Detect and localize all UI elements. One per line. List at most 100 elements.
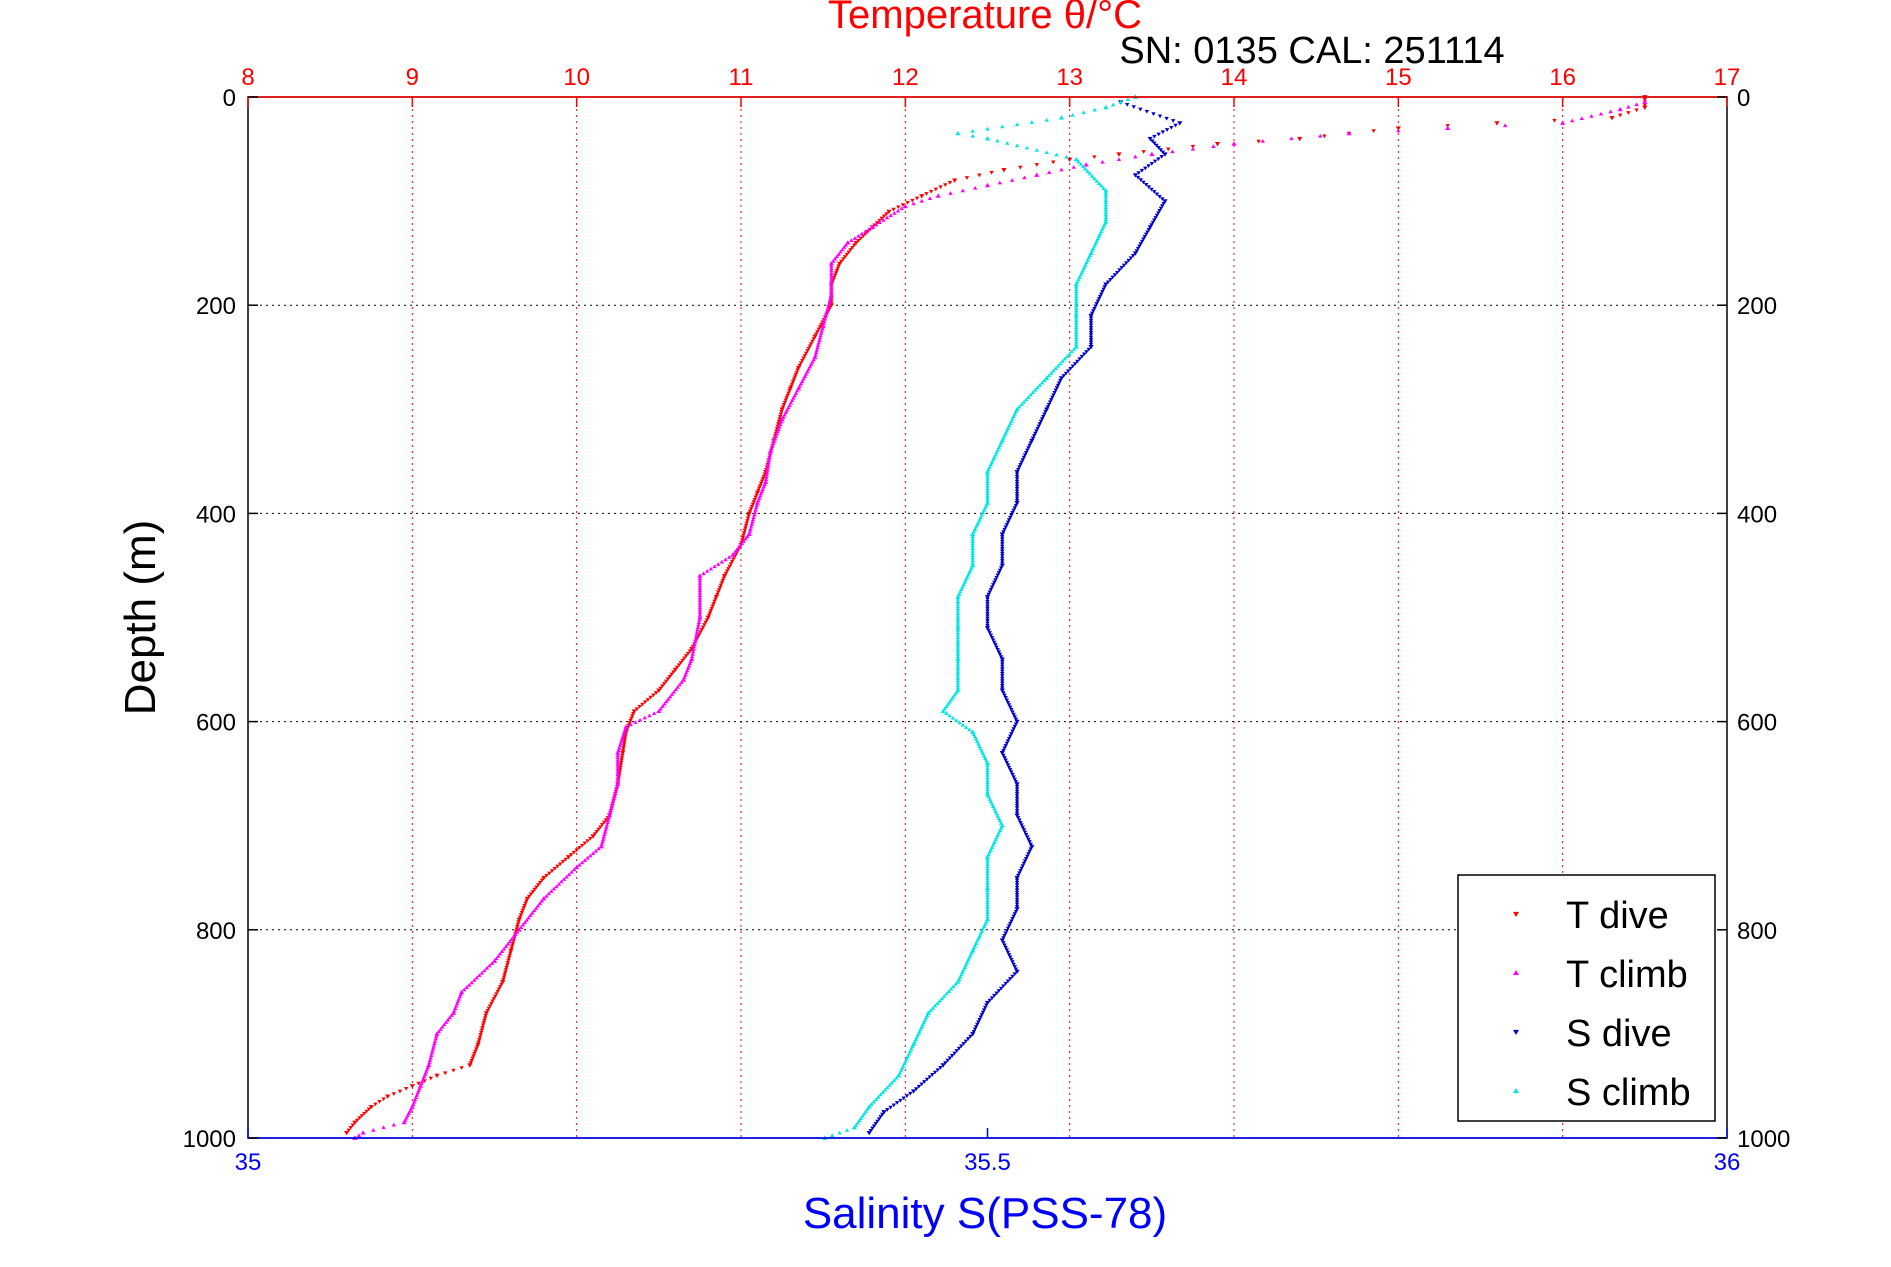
interpolated-point: [1039, 380, 1045, 385]
data-point: [360, 1130, 366, 1135]
legend-label-t-dive: T dive: [1566, 895, 1669, 937]
interpolated-point: [1000, 686, 1005, 691]
data-point: [1073, 156, 1079, 162]
interpolated-point: [509, 944, 515, 949]
interpolated-point: [880, 1090, 886, 1094]
interpolated-point: [651, 693, 656, 698]
interpolated-point: [1088, 328, 1094, 333]
interpolated-point: [1074, 325, 1079, 330]
interpolated-point: [955, 654, 961, 659]
interpolated-point: [814, 350, 819, 354]
data-point: [1132, 251, 1138, 256]
interpolated-point: [1004, 523, 1010, 527]
interpolated-point: [954, 718, 959, 722]
interpolated-point: [1318, 133, 1323, 138]
interpolated-point: [829, 285, 834, 290]
interpolated-point: [1049, 398, 1054, 402]
interpolated-point: [497, 985, 503, 989]
interpolated-point: [582, 841, 588, 846]
interpolated-point: [985, 869, 990, 873]
interpolated-point: [985, 604, 990, 609]
interpolated-point: [1017, 818, 1022, 823]
interpolated-point: [955, 601, 961, 606]
interpolated-point: [836, 264, 841, 269]
interpolated-point: [1133, 154, 1138, 159]
interpolated-point: [1139, 239, 1145, 244]
interpolated-point: [515, 930, 520, 934]
interpolated-point: [1036, 424, 1041, 429]
interpolated-point: [622, 737, 628, 742]
interpolated-point: [615, 753, 620, 757]
interpolated-point: [1322, 134, 1327, 139]
interpolated-point: [534, 905, 539, 910]
interpolated-point: [829, 273, 834, 278]
interpolated-point: [1060, 359, 1065, 363]
interpolated-point: [825, 307, 830, 311]
interpolated-point: [955, 637, 961, 642]
interpolated-point: [985, 621, 990, 626]
interpolated-point: [1088, 316, 1094, 321]
interpolated-point: [1014, 489, 1020, 494]
interpolated-point: [1159, 155, 1164, 159]
interpolated-point: [1074, 337, 1079, 342]
interpolated-point: [985, 619, 990, 623]
interpolated-point: [514, 927, 519, 932]
data-point: [450, 1010, 457, 1015]
interpolated-point: [614, 786, 619, 791]
interpolated-point: [1028, 842, 1033, 847]
data-point: [1103, 188, 1109, 193]
interpolated-point: [1103, 217, 1109, 222]
interpolated-point: [555, 864, 560, 869]
interpolated-point: [789, 384, 794, 389]
interpolated-point: [892, 211, 897, 215]
interpolated-point: [1091, 309, 1096, 314]
interpolated-point: [511, 934, 516, 939]
interpolated-point: [834, 268, 840, 273]
interpolated-point: [759, 479, 765, 484]
interpolated-point: [1028, 441, 1033, 446]
interpolated-point: [806, 346, 811, 351]
interpolated-point: [1074, 311, 1079, 315]
interpolated-point: [853, 1123, 859, 1127]
interpolated-point: [1100, 159, 1105, 164]
interpolated-point: [1190, 144, 1196, 149]
interpolated-point: [928, 1008, 933, 1013]
interpolated-point: [1589, 114, 1594, 118]
interpolated-point: [615, 755, 620, 760]
interpolated-point: [1077, 357, 1082, 362]
interpolated-point: [836, 252, 841, 256]
interpolated-point: [742, 528, 747, 533]
interpolated-point: [1033, 387, 1038, 392]
interpolated-point: [943, 183, 948, 187]
interpolated-point: [1502, 123, 1508, 128]
interpolated-point: [1055, 383, 1061, 388]
interpolated-point: [505, 961, 510, 965]
interpolated-point: [971, 1029, 977, 1034]
interpolated-point: [1103, 205, 1109, 210]
interpolated-point: [588, 853, 593, 858]
interpolated-point: [826, 302, 832, 306]
interpolated-point: [970, 539, 975, 543]
interpolated-point: [1371, 129, 1376, 134]
interpolated-point: [868, 1128, 874, 1133]
interpolated-point: [764, 475, 769, 479]
interpolated-point: [1051, 393, 1056, 398]
interpolated-point: [1005, 520, 1011, 525]
interpolated-point: [992, 640, 997, 645]
interpolated-point: [1044, 117, 1049, 122]
interpolated-point: [601, 834, 607, 839]
temperature-tick-label: 8: [241, 64, 254, 91]
interpolated-point: [955, 676, 961, 680]
interpolated-point: [955, 668, 961, 673]
interpolated-point: [908, 1091, 913, 1096]
interpolated-point: [998, 655, 1004, 659]
interpolated-point: [660, 704, 665, 708]
interpolated-point: [1014, 784, 1020, 789]
legend-label-t-climb: T climb: [1566, 954, 1688, 996]
data-point: [590, 834, 596, 839]
interpolated-point: [1005, 763, 1011, 768]
data-point: [837, 261, 843, 267]
interpolated-point: [963, 725, 969, 729]
interpolated-point: [970, 560, 975, 565]
interpolated-point: [472, 1052, 477, 1056]
